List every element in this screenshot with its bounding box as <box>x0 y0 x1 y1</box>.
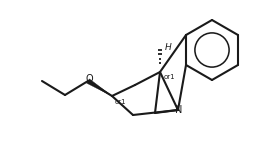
Text: H: H <box>165 42 172 52</box>
Text: or1: or1 <box>115 99 127 105</box>
Text: or1: or1 <box>164 74 176 80</box>
Text: O: O <box>85 74 93 84</box>
Polygon shape <box>87 79 112 96</box>
Text: N: N <box>175 105 183 115</box>
